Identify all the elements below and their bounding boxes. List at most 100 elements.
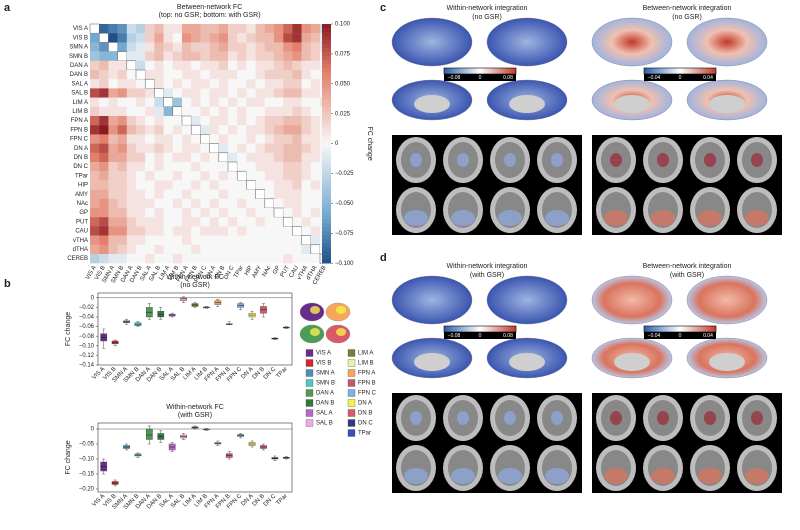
cell: [154, 235, 164, 245]
colorbar-label: −0.08: [448, 75, 461, 81]
cell: [292, 189, 302, 199]
cell: [209, 152, 219, 163]
cell: [310, 60, 321, 71]
cell: [182, 217, 192, 227]
cell: [228, 217, 238, 227]
colorbar-segment: [322, 227, 331, 232]
cell: [163, 51, 173, 61]
cell: [255, 106, 265, 117]
colorbar-label: FC change: [366, 126, 373, 160]
cell: [117, 180, 127, 190]
legend-swatch: [305, 359, 314, 367]
slice-overlay: [698, 210, 722, 226]
cell: [264, 189, 275, 199]
cell: [154, 143, 164, 153]
cell: [301, 134, 311, 144]
cell: [209, 60, 219, 71]
colorbar-segment: [322, 139, 331, 144]
colorbar-label: −0.04: [648, 75, 661, 81]
cell: [108, 235, 118, 245]
legend-swatch: [305, 409, 314, 417]
cell: [154, 60, 164, 71]
cell: [99, 97, 109, 107]
cell: [126, 125, 137, 135]
cell: [246, 125, 256, 135]
cell: [99, 254, 109, 264]
cell: [154, 79, 164, 89]
brain-surface: [591, 17, 673, 67]
diagonal-cell: [154, 88, 164, 98]
legend-label: FPN A: [358, 371, 375, 377]
y-tick-label: GP: [79, 210, 88, 216]
cell: [246, 60, 256, 71]
cell: [182, 24, 192, 34]
cell: [246, 198, 256, 209]
cell: [246, 235, 256, 245]
cell: [191, 70, 201, 80]
cell: [99, 88, 109, 98]
cell: [237, 217, 247, 227]
colorbar-tick-label: 0.075: [335, 51, 351, 57]
colorbar-segment: [322, 131, 331, 136]
cell: [108, 226, 118, 236]
colorbar: [443, 325, 517, 333]
cell: [283, 97, 293, 107]
colorbar-tick-label: 0: [335, 141, 339, 147]
cell: [264, 97, 275, 107]
colorbar-segment: [322, 67, 331, 73]
cell: [136, 244, 146, 255]
cell: [191, 51, 201, 61]
legend-label: VIS B: [316, 361, 331, 367]
cell: [90, 152, 100, 163]
cell: [292, 88, 302, 98]
cell: [209, 171, 219, 181]
legend-label: LIM A: [358, 351, 373, 357]
cell: [292, 42, 302, 52]
cell: [237, 88, 247, 98]
medial-wall: [509, 353, 545, 371]
cell: [99, 143, 109, 153]
x-tick-label: AMY: [252, 265, 264, 279]
cell: [274, 189, 284, 199]
cell: [301, 33, 311, 43]
cell: [163, 189, 173, 199]
diagonal-cell: [282, 216, 293, 227]
cell: [283, 143, 293, 153]
cell: [255, 180, 265, 190]
cell: [172, 226, 183, 236]
cell: [228, 143, 238, 153]
cell: [246, 88, 256, 98]
cell: [182, 51, 192, 61]
cell: [246, 217, 256, 227]
slice-overlay: [410, 153, 422, 167]
cell: [200, 217, 210, 227]
cell: [191, 106, 201, 117]
slice-overlay: [545, 210, 569, 226]
cell: [218, 226, 229, 236]
cell: [154, 171, 164, 181]
cell: [136, 162, 146, 172]
slice-overlay: [545, 468, 569, 484]
cell: [283, 226, 293, 236]
cell: [237, 180, 247, 190]
cell: [117, 134, 127, 144]
medial-wall: [509, 95, 545, 113]
cell: [108, 171, 118, 181]
cell: [172, 244, 183, 255]
cell: [163, 254, 173, 264]
colorbar-segment: [322, 95, 331, 101]
cell: [154, 97, 164, 107]
diagonal-cell: [190, 124, 201, 135]
cell: [99, 244, 109, 255]
cell: [246, 244, 256, 255]
slice-overlay: [451, 210, 475, 226]
cell: [136, 217, 146, 227]
y-tick-label: FPN A: [71, 118, 88, 124]
cell: [145, 143, 155, 153]
legend-swatch: [347, 419, 356, 427]
cell: [99, 79, 109, 89]
y-tick-label: DN B: [74, 155, 88, 161]
slice-overlay: [657, 411, 669, 425]
cell: [145, 235, 155, 245]
cell: [246, 208, 256, 218]
